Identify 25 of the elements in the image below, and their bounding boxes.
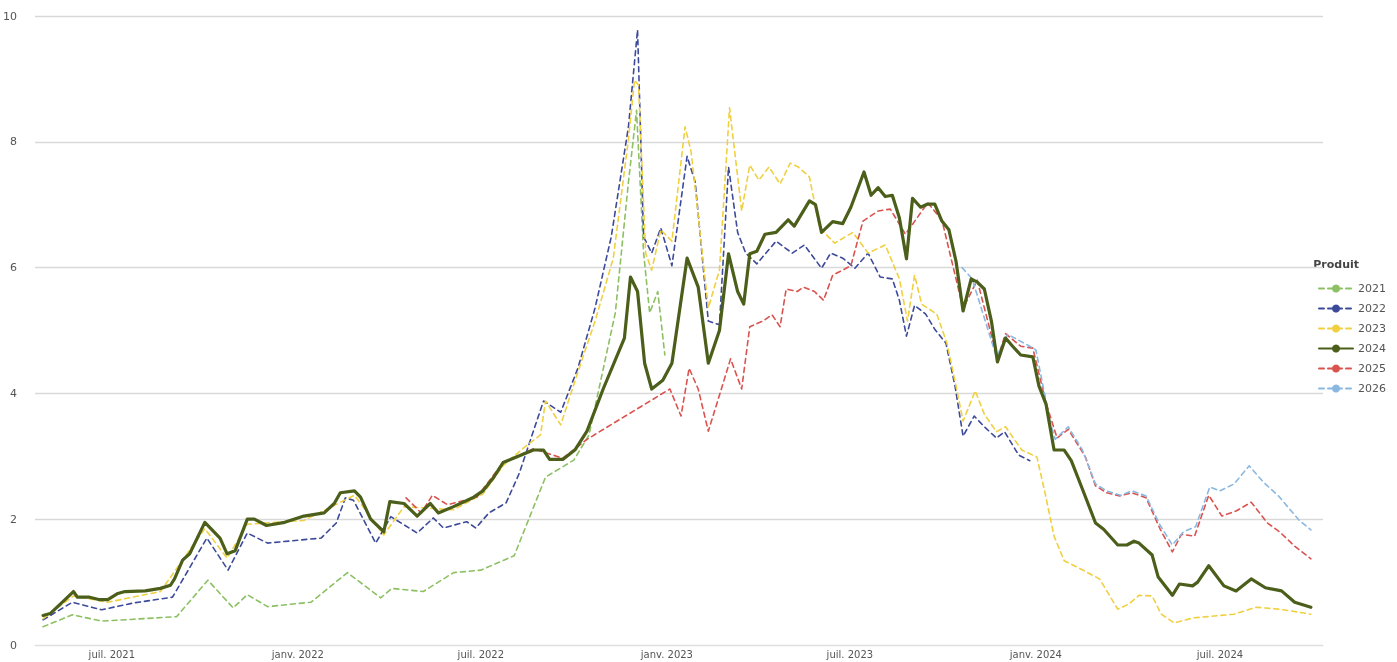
- line-series: [42, 79, 1312, 624]
- x-tick-label: juil. 2023: [825, 648, 874, 660]
- y-tick-label: 0: [10, 638, 17, 652]
- line-series: [961, 266, 1312, 546]
- y-tick-label: 6: [10, 261, 17, 275]
- x-tick-label: janv. 2024: [1008, 648, 1062, 660]
- legend-label: 2024: [1358, 342, 1387, 355]
- x-tick-label: juil. 2022: [456, 648, 505, 660]
- line-series: [42, 29, 1031, 621]
- y-tick-label: 2: [10, 512, 17, 526]
- legend-label: 2023: [1358, 322, 1387, 335]
- legend-label: 2026: [1358, 382, 1387, 395]
- x-tick-label: juil. 2021: [87, 648, 136, 660]
- x-tick-label: janv. 2022: [270, 648, 324, 660]
- y-tick-label: 10: [3, 9, 17, 23]
- x-tick-label: juil. 2024: [1195, 648, 1244, 660]
- y-tick-label: 8: [10, 135, 17, 149]
- line-series: [41, 170, 1313, 618]
- y-tick-label: 4: [10, 386, 17, 400]
- x-tick-label: janv. 2023: [639, 648, 693, 660]
- legend-label: 2021: [1358, 282, 1387, 295]
- line-series: [42, 109, 666, 628]
- legend-title: Produit: [1313, 258, 1359, 271]
- legend-label: 2025: [1358, 362, 1387, 375]
- legend-label: 2022: [1358, 302, 1387, 315]
